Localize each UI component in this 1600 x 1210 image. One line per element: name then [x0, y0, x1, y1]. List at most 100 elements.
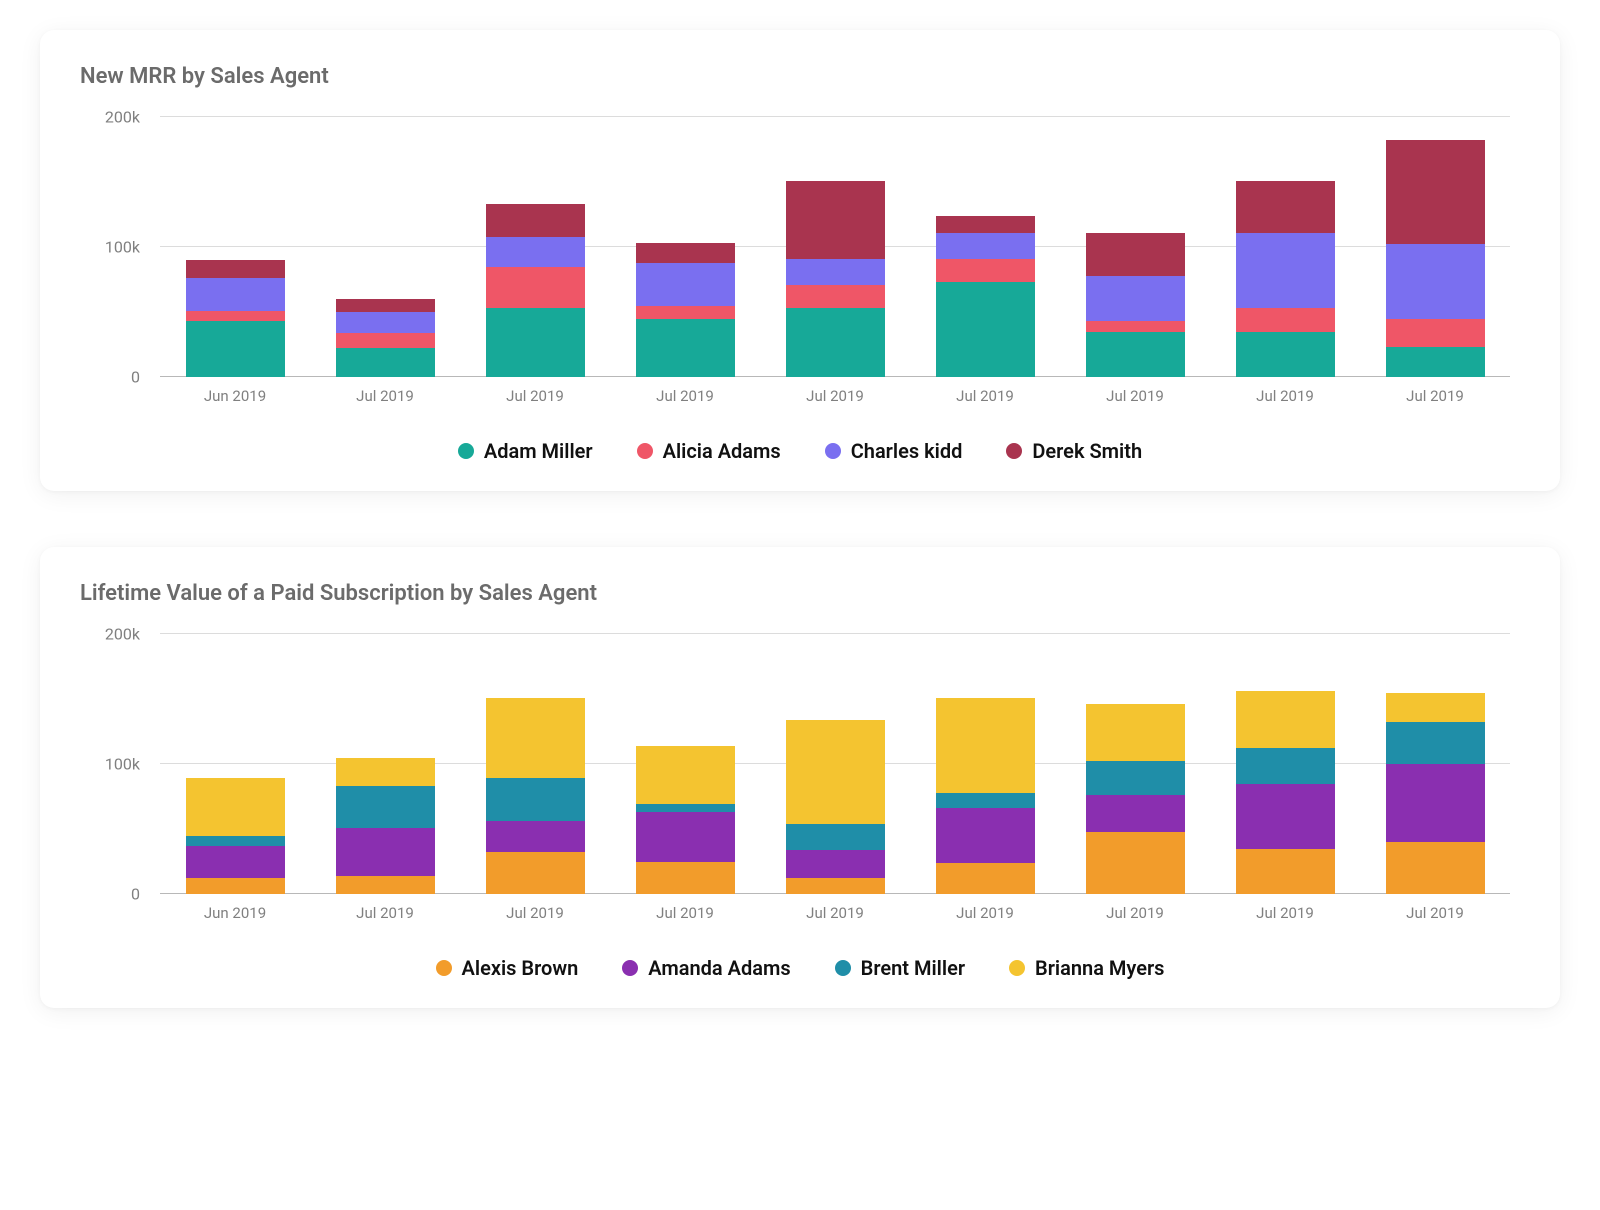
bar-segment [636, 243, 735, 262]
legend-item[interactable]: Brianna Myers [1009, 956, 1164, 980]
bar-segment [1236, 181, 1335, 233]
bar-segment [1386, 722, 1485, 764]
legend-swatch-icon [436, 960, 452, 976]
bar-segment [786, 259, 885, 285]
stacked-bar [1386, 693, 1485, 895]
bar-segment [786, 308, 885, 377]
bar-slot [310, 117, 460, 377]
bar-segment [636, 319, 735, 377]
bar-slot [910, 634, 1060, 894]
legend-swatch-icon [835, 960, 851, 976]
stacked-bar [636, 746, 735, 894]
bar-segment [786, 824, 885, 850]
bar-segment [486, 852, 585, 894]
legend-item[interactable]: Derek Smith [1006, 439, 1142, 463]
bar-segment [486, 267, 585, 309]
bar-segment [1086, 761, 1185, 795]
bar-segment [1086, 276, 1185, 321]
bar-slot [1360, 634, 1510, 894]
chart-plot-area: 0100k200kJun 2019Jul 2019Jul 2019Jul 201… [80, 117, 1520, 417]
chart-card-ltv: Lifetime Value of a Paid Subscription by… [40, 547, 1560, 1008]
x-tick-label: Jul 2019 [1060, 894, 1210, 934]
x-tick-label: Jul 2019 [610, 894, 760, 934]
bar-segment [936, 793, 1035, 809]
chart-title: New MRR by Sales Agent [80, 64, 1520, 89]
stacked-bar [486, 204, 585, 377]
bar-segment [186, 278, 285, 311]
bar-segment [1086, 795, 1185, 831]
bar-segment [1386, 693, 1485, 723]
legend-item[interactable]: Brent Miller [835, 956, 965, 980]
y-tick-label: 0 [131, 885, 140, 904]
bar-segment [786, 850, 885, 879]
legend-label: Charles kidd [851, 439, 963, 463]
bar-segment [186, 321, 285, 377]
bar-segment [336, 333, 435, 349]
bar-segment [636, 746, 735, 804]
y-tick-label: 100k [105, 755, 140, 774]
legend-label: Brianna Myers [1035, 956, 1164, 980]
bar-segment [936, 216, 1035, 233]
stacked-bar [186, 260, 285, 377]
x-tick-label: Jul 2019 [1360, 894, 1510, 934]
y-tick-label: 0 [131, 368, 140, 387]
bar-segment [636, 263, 735, 306]
bar-segment [1086, 832, 1185, 894]
bar-segment [1386, 764, 1485, 842]
x-tick-label: Jul 2019 [1210, 377, 1360, 417]
chart-plot-area: 0100k200kJun 2019Jul 2019Jul 2019Jul 201… [80, 634, 1520, 934]
bar-segment [1386, 347, 1485, 377]
x-tick-label: Jul 2019 [1210, 894, 1360, 934]
legend: Alexis Brown Amanda Adams Brent Miller Bria… [80, 956, 1520, 980]
legend-item[interactable]: Charles kidd [825, 439, 963, 463]
bar-slot [1060, 117, 1210, 377]
stacked-bar [786, 720, 885, 894]
plot [160, 634, 1510, 894]
bar-slot [760, 634, 910, 894]
bar-segment [336, 299, 435, 312]
bar-segment [1086, 321, 1185, 331]
bar-slot [1060, 634, 1210, 894]
bar-segment [1386, 244, 1485, 318]
bar-segment [186, 778, 285, 835]
legend-label: Derek Smith [1032, 439, 1142, 463]
bar-segment [336, 786, 435, 828]
legend-item[interactable]: Amanda Adams [622, 956, 790, 980]
stacked-bar [1086, 233, 1185, 377]
bar-segment [636, 804, 735, 812]
x-tick-label: Jul 2019 [460, 377, 610, 417]
bar-slot [460, 634, 610, 894]
legend-item[interactable]: Alexis Brown [436, 956, 579, 980]
legend: Adam Miller Alicia Adams Charles kidd Derek… [80, 439, 1520, 463]
x-tick-label: Jun 2019 [160, 377, 310, 417]
y-tick-label: 100k [105, 238, 140, 257]
plot [160, 117, 1510, 377]
chart-card-mrr: New MRR by Sales Agent0100k200kJun 2019J… [40, 30, 1560, 491]
bar-segment [1236, 691, 1335, 748]
bar-segment [1386, 842, 1485, 894]
bar-segment [1236, 748, 1335, 783]
x-tick-label: Jul 2019 [760, 894, 910, 934]
x-tick-label: Jul 2019 [1360, 377, 1510, 417]
bar-segment [1086, 704, 1185, 761]
bar-slot [160, 117, 310, 377]
bar-segment [186, 836, 285, 846]
stacked-bar [336, 299, 435, 377]
legend-item[interactable]: Adam Miller [458, 439, 593, 463]
x-tick-label: Jun 2019 [160, 894, 310, 934]
bar-segment [336, 876, 435, 894]
stacked-bar [1236, 181, 1335, 377]
legend-label: Brent Miller [861, 956, 965, 980]
bar-segment [1386, 319, 1485, 348]
legend-item[interactable]: Alicia Adams [637, 439, 781, 463]
bar-slot [610, 117, 760, 377]
bars-row [160, 117, 1510, 377]
x-tick-label: Jul 2019 [1060, 377, 1210, 417]
bar-segment [486, 821, 585, 852]
stacked-bar [336, 758, 435, 895]
x-tick-label: Jul 2019 [910, 377, 1060, 417]
bar-segment [186, 846, 285, 878]
y-axis: 0100k200k [80, 634, 152, 894]
legend-label: Amanda Adams [648, 956, 790, 980]
bar-segment [336, 312, 435, 333]
